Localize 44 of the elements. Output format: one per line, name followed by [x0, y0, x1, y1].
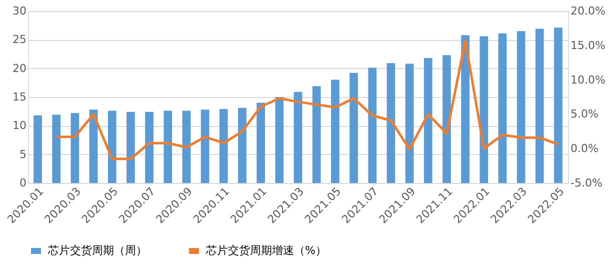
y-tick-label: 10: [12, 119, 26, 132]
bar: [461, 35, 470, 183]
bar: [480, 36, 488, 183]
bar: [164, 110, 172, 183]
bar: [535, 28, 544, 183]
legend-label: 芯片交货周期（周）: [47, 244, 147, 257]
bar: [256, 102, 266, 183]
y2-tick-label: 5.0%: [570, 108, 598, 121]
y2-tick-label: 0.0%: [570, 142, 598, 156]
bar: [108, 110, 116, 183]
bar: [200, 110, 210, 183]
y-tick-label: 15: [12, 90, 26, 104]
bar: [52, 114, 61, 183]
y-tick-label: 20: [12, 62, 26, 75]
y2-tick-label: 15.0%: [570, 38, 606, 52]
bar: [34, 115, 42, 183]
bar: [145, 112, 154, 183]
y-tick-label: 0: [20, 176, 26, 190]
bar: [182, 110, 191, 183]
y2-tick-label: 10.0%: [570, 73, 606, 86]
bar: [275, 97, 284, 183]
bar: [516, 31, 526, 183]
bar: [386, 63, 396, 183]
bar: [405, 64, 414, 183]
bar: [238, 108, 246, 183]
y-tick-label: 30: [12, 4, 26, 18]
bar: [219, 109, 228, 183]
bar: [350, 72, 358, 183]
bar: [424, 58, 432, 183]
y2-tick-label: 20.0%: [570, 4, 606, 18]
legend-label: 芯片交货周期增速（%）: [205, 244, 326, 257]
bar: [442, 55, 451, 183]
bar: [330, 80, 340, 183]
y-tick-label: 25: [12, 33, 26, 46]
line-series: [55, 39, 560, 160]
bar: [554, 28, 562, 183]
bar: [312, 86, 321, 183]
y-tick-label: 5: [20, 148, 26, 161]
bar: [70, 113, 80, 183]
bar: [368, 68, 377, 183]
bar: [126, 112, 135, 183]
bar: [498, 33, 507, 183]
y2-tick-label: -5.0%: [570, 176, 602, 190]
bar: [294, 92, 302, 183]
